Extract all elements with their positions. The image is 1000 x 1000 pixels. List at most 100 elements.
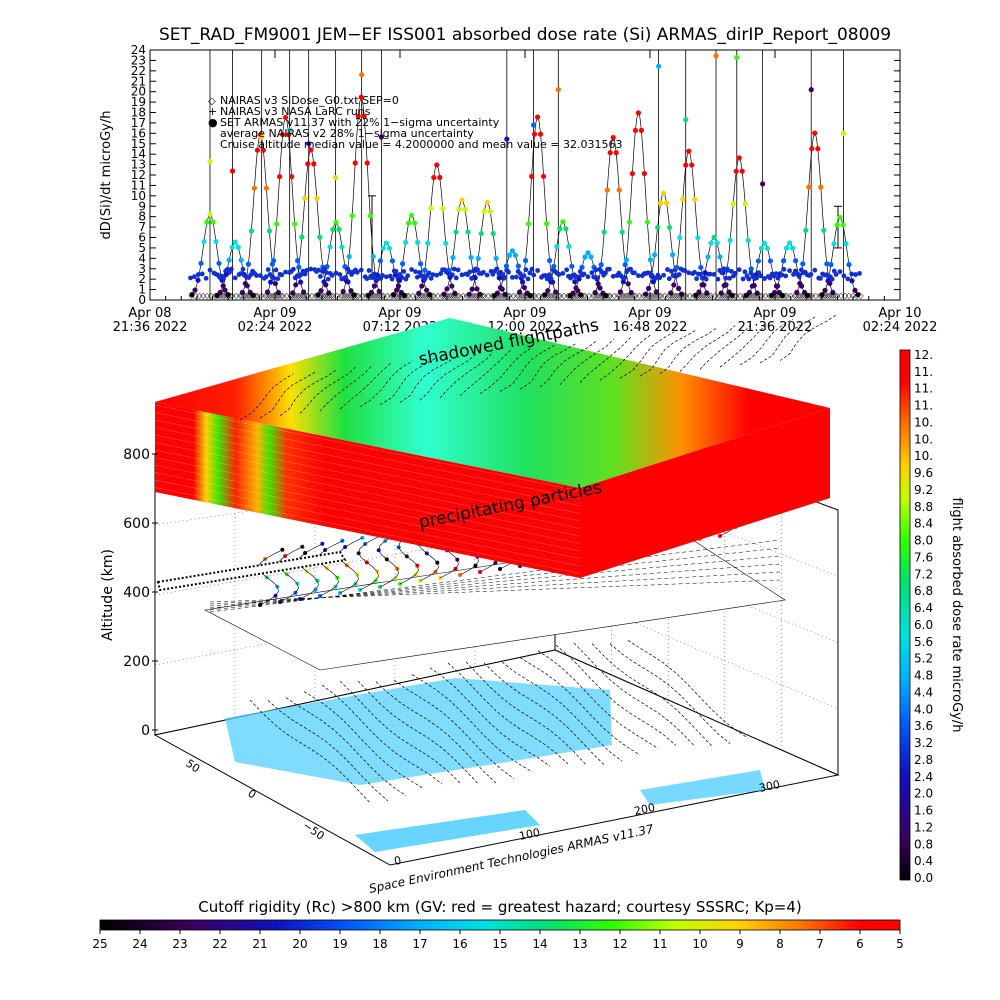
nairas-marker: ◇ [718,291,725,300]
rigidity-colorbar-tick: 18 [372,937,387,951]
nairas-marker: ◇ [270,291,277,300]
data-point [655,224,661,231]
rigidity-colorbar-tick: 16 [452,937,467,951]
nairas-marker: ◇ [441,291,448,300]
baseline-point [258,273,263,278]
legend-entry-nairas-sidose: NAIRAS v3 SiDose_G0.txt SEP=0 [220,94,399,107]
nairas-marker: ◇ [293,291,300,300]
data-point [274,221,280,227]
nairas-marker: ◇ [726,291,733,300]
data-point [607,150,613,156]
data-point [520,279,526,285]
x-tick-label-time: 21:36 2022 [113,320,188,335]
data-point [415,239,421,245]
rigidity-colorbar-ticks: 25 24 23 22 21 20 19 18 17 16 15 14 13 12 11 10 9 8 7 6 5 [92,930,904,951]
x-tick-label-date: Apr 09 [628,306,671,321]
dose-rate-colorbar: 12. 11. 11. 11. 10. 10. 10. 9.6 9.2 8.8 8.4 8.0 7.6 7… [899,348,964,885]
nairas-marker: ◇ [586,291,593,300]
data-point [251,185,257,191]
spike-point [207,158,213,165]
nairas-marker: ◇ [619,291,626,300]
nairas-marker: ◇ [813,291,820,300]
nairas-marker: ◇ [359,291,366,300]
data-point [192,287,198,293]
dose-colorbar-tick: 11. [914,382,933,396]
baseline-point [740,276,746,282]
baseline-point [767,275,773,281]
nairas-marker: ◇ [406,291,413,300]
baseline-point [599,269,604,275]
nairas-marker: ◇ [846,291,853,300]
nairas-marker: ◇ [667,291,674,300]
nairas-marker: ◇ [743,291,750,300]
data-point [566,243,572,250]
data-point [232,239,238,245]
nairas-marker: ◇ [503,291,510,300]
nairas-marker: ◇ [724,291,731,300]
lon-tick-100: 100 [518,826,541,843]
nairas-marker: ◇ [220,291,227,300]
data-point [431,174,437,181]
nairas-marker: ◇ [669,291,676,300]
data-point [468,254,474,261]
nairas-marker: ◇ [421,291,428,300]
data-point [749,283,756,289]
data-point [671,282,677,288]
baseline-point [595,275,600,281]
data-point [628,289,634,296]
data-point [679,291,685,297]
nairas-marker: ◇ [826,291,833,300]
nairas-marker: ◇ [330,291,337,300]
altitude-3d-panel: 50 0 −50 0 100 200 300 shadowed flightpa… [100,314,840,896]
data-point [308,147,314,153]
data-point [758,245,765,251]
data-point [714,240,720,246]
altitude-tick-label: 400 [123,585,150,601]
baseline-point [195,272,201,277]
data-point [440,205,446,212]
slab-track [719,320,772,368]
nairas-marker: ◇ [782,291,789,300]
nairas-marker: ◇ [749,291,756,300]
data-point [560,219,566,225]
baseline-point [213,271,219,277]
baseline-point [203,275,209,281]
slab-stripes [154,404,581,574]
map-ocean-region-east [640,770,765,805]
nairas-marker: ◇ [305,291,312,300]
data-point [570,290,576,296]
data-point [526,221,532,227]
data-point [708,240,714,246]
nairas-marker: ◇ [607,291,614,300]
dose-colorbar-tick: 0.0 [914,871,933,885]
nairas-marker: ◇ [237,291,244,300]
orbit-crossing [209,555,781,609]
slab-track [399,356,458,403]
nairas-marker: ◇ [249,291,256,300]
nairas-marker: ◇ [762,291,769,300]
data-point [321,279,327,285]
data-point [453,229,459,235]
nairas-marker: ◇ [414,291,421,300]
rigidity-colorbar-tick: 15 [492,937,507,951]
baseline-point [560,271,566,276]
slab-stripe [154,427,581,514]
baseline-point [812,267,818,273]
data-point [828,261,834,268]
data-point [661,190,667,196]
baseline-point [742,269,748,275]
ground-track [483,662,605,765]
x-tick-label-time: 16:48 2022 [613,320,688,335]
data-point [465,229,471,235]
baseline-point [707,271,713,277]
data-point [730,201,736,207]
data-point [837,214,843,221]
dose-colorbar-tick: 10. [914,432,933,446]
data-point [441,291,447,297]
baseline-point [540,273,546,279]
slab-stripe [154,457,581,544]
data-point [450,254,456,261]
nairas-marker: ◇ [516,291,523,300]
data-point [604,187,610,193]
data-point [213,238,219,245]
